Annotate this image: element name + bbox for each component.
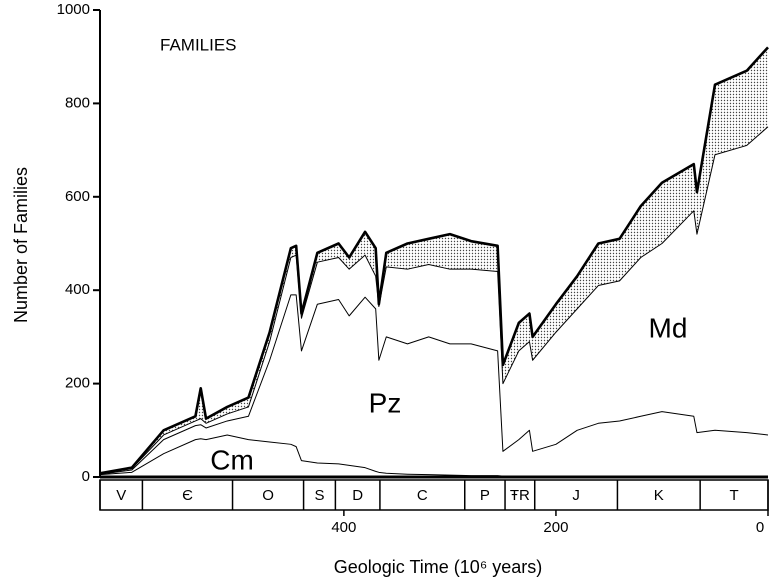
period-label: C (417, 487, 428, 504)
area-label: Md (649, 312, 688, 343)
y-tick-label: 200 (65, 375, 90, 392)
area-edge (99, 294, 769, 475)
area (100, 434, 768, 477)
y-axis-label: Number of Families (11, 167, 31, 323)
x-axis-label: Geologic Time (10⁶ years) (334, 557, 543, 577)
x-tick-label: 400 (331, 519, 356, 536)
area-label: Pz (369, 387, 402, 418)
period-label: Є (182, 487, 193, 504)
area (100, 47, 768, 474)
area-label: Cm (210, 444, 254, 475)
annotation: FAMILIES (160, 35, 237, 54)
plot (99, 46, 769, 478)
period-bar (99, 479, 769, 511)
x-tick-label: 200 (543, 519, 568, 536)
period-label: T (729, 487, 738, 504)
period-label: J (572, 487, 580, 504)
y-tick-label: 800 (65, 94, 90, 111)
period-label: P (480, 487, 490, 504)
period-label: ŦR (510, 487, 530, 504)
area (100, 126, 768, 475)
y-tick-label: 400 (65, 281, 90, 298)
period-label: D (352, 487, 363, 504)
y-tick-label: 0 (82, 468, 90, 485)
period-label: K (654, 487, 664, 504)
area (100, 294, 768, 477)
period-label: S (314, 487, 324, 504)
y-tick-label: 600 (65, 188, 90, 205)
area-edge (99, 126, 769, 475)
area-edge (99, 46, 769, 475)
y-tick-label: 1000 (57, 1, 90, 18)
period-label: O (262, 487, 274, 504)
x-tick-label: 0 (756, 519, 764, 536)
period-label: V (116, 487, 126, 504)
